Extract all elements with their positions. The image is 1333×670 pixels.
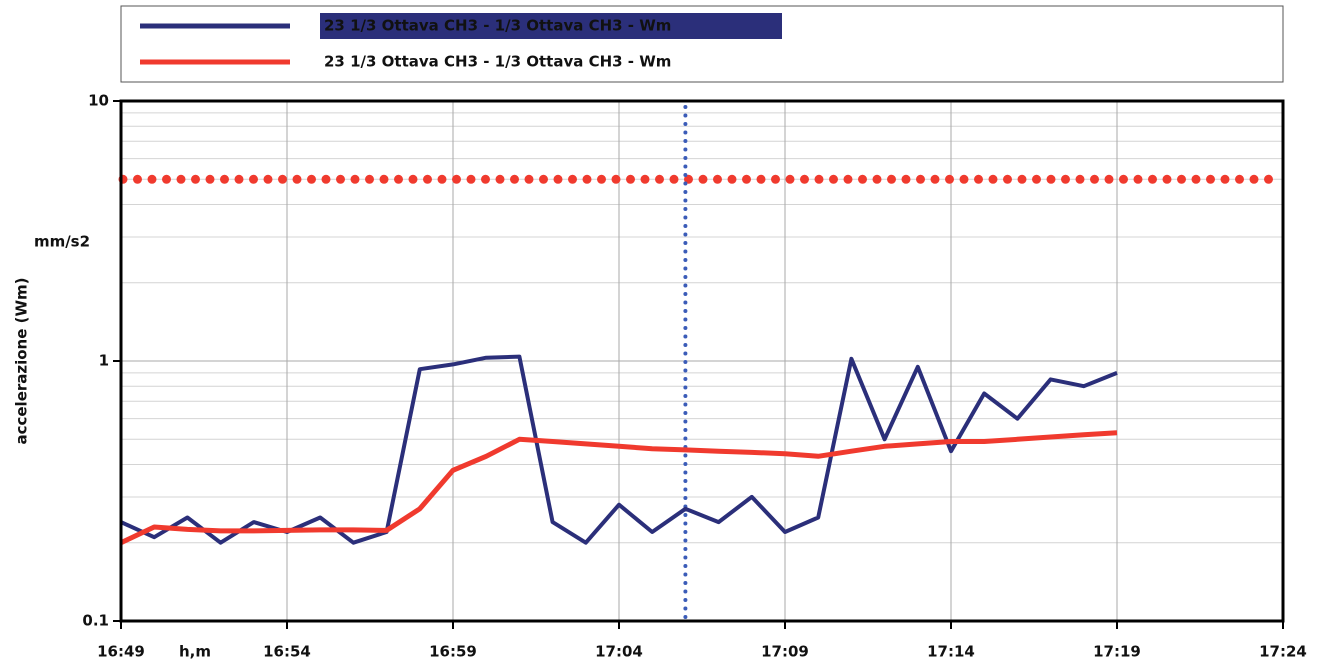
y-tick-label: 0.1 bbox=[82, 612, 109, 630]
x-tick-label: 16:49 bbox=[97, 643, 145, 661]
y-unit: mm/s2 bbox=[34, 233, 90, 251]
y-tick-label: 1 bbox=[99, 352, 109, 370]
x-tick-label: 17:24 bbox=[1259, 643, 1307, 661]
plot-frame bbox=[119, 99, 1285, 623]
y-tick-label: 10 bbox=[88, 92, 109, 110]
x-tick-label: 17:14 bbox=[927, 643, 975, 661]
series-line bbox=[119, 430, 1118, 545]
x-tick-label: 17:09 bbox=[761, 643, 809, 661]
x-tick-label: 17:04 bbox=[595, 643, 643, 661]
legend-highlight bbox=[320, 13, 782, 39]
y-axis-label: accelerazione (Wm) bbox=[13, 277, 31, 444]
x-tick-label: 16:59 bbox=[429, 643, 477, 661]
x-tick-label: 17:19 bbox=[1093, 643, 1141, 661]
x-tick-label: 16:54 bbox=[263, 643, 311, 661]
legend-label: 23 1/3 Ottava CH3 - 1/3 Ottava CH3 - Wm bbox=[324, 17, 671, 35]
legend-label: 23 1/3 Ottava CH3 - 1/3 Ottava CH3 - Wm bbox=[324, 53, 671, 71]
x-axis-label: h,m bbox=[179, 643, 211, 661]
